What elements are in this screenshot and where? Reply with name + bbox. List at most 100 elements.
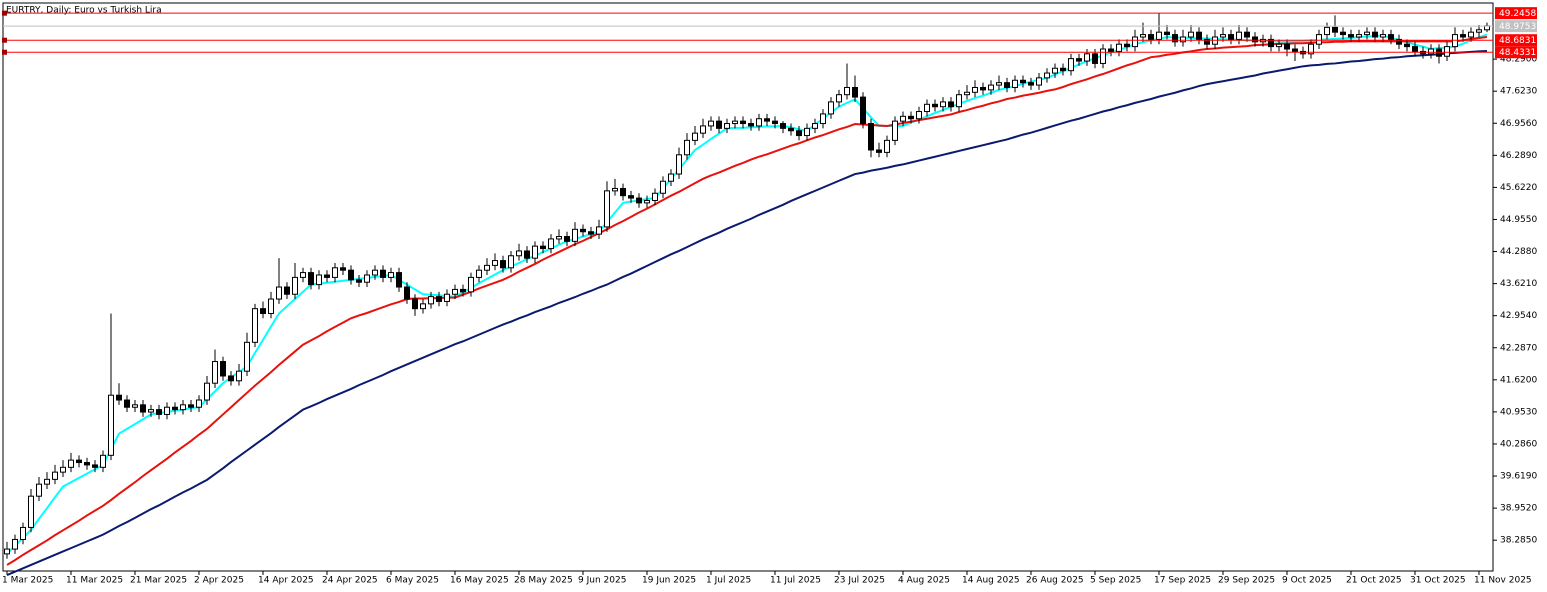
candle-body <box>668 173 674 182</box>
candle-body <box>828 101 834 115</box>
candle-body <box>420 303 426 310</box>
candle-body <box>1284 43 1290 50</box>
candle-body <box>1228 34 1234 40</box>
y-tick-label: 42.2870 <box>1500 343 1537 353</box>
candle-body <box>1116 43 1122 52</box>
price-level-box <box>1495 20 1537 33</box>
candle-body <box>1316 34 1322 45</box>
candle-body <box>372 269 378 276</box>
candle-body <box>1164 31 1170 36</box>
candle-body <box>588 231 594 235</box>
candle-body <box>1236 31 1242 40</box>
candle-body <box>532 245 538 259</box>
candle-body <box>508 255 514 269</box>
candle-body <box>284 286 290 295</box>
candle-body <box>740 120 746 125</box>
y-tick-label: 48.2900 <box>1500 55 1537 65</box>
candle-body <box>580 228 586 233</box>
candle-body <box>572 228 578 242</box>
candle-body <box>1292 48 1298 52</box>
candle-body <box>1308 43 1314 55</box>
candle-body <box>1004 82 1010 88</box>
candle-body <box>340 267 346 271</box>
candle-body <box>684 139 690 156</box>
candle-body <box>380 269 386 278</box>
candle-body <box>1460 34 1466 38</box>
y-tick-label: 40.2860 <box>1500 439 1537 449</box>
candle-body <box>1340 31 1346 36</box>
candle-body <box>652 192 658 201</box>
candle-body <box>644 199 650 204</box>
candle-body <box>300 272 306 278</box>
price-level-box <box>1495 34 1537 47</box>
price-level-box <box>1495 7 1537 20</box>
x-tick-label: 11 Mar 2025 <box>66 576 123 586</box>
y-tick-label: 43.6210 <box>1500 279 1537 289</box>
candle-body <box>276 286 282 300</box>
candle-body <box>204 382 210 401</box>
candle-body <box>1244 31 1250 38</box>
y-tick-label: 44.2880 <box>1500 247 1537 257</box>
x-tick-label: 9 Jun 2025 <box>578 576 626 586</box>
candle-body <box>316 274 322 286</box>
candle-body <box>172 406 178 411</box>
candle-body <box>1188 31 1194 38</box>
candle-body <box>332 267 338 278</box>
candle-body <box>860 96 866 125</box>
candle-body <box>1268 38 1274 48</box>
candle-body <box>524 250 530 259</box>
candle-body <box>692 132 698 141</box>
candle-body <box>636 197 642 204</box>
x-tick-label: 21 Oct 2025 <box>1346 576 1402 586</box>
x-tick-label: 24 Apr 2025 <box>322 576 378 586</box>
candle-body <box>468 276 474 293</box>
candle-body <box>988 84 994 91</box>
candle-body <box>804 127 810 137</box>
chart-title: EURTRY, Daily: Euro vs Turkish Lira <box>6 6 162 16</box>
y-tick-label: 46.9560 <box>1500 119 1537 129</box>
level-marker <box>2 37 7 43</box>
candle-body <box>148 409 154 413</box>
y-tick-label: 38.9520 <box>1500 504 1537 514</box>
candle-body <box>108 394 114 456</box>
candle-body <box>1012 79 1018 88</box>
candle-body <box>540 245 546 250</box>
x-tick-label: 1 Jul 2025 <box>706 576 751 586</box>
candle-body <box>324 274 330 278</box>
x-tick-label: 2 Apr 2025 <box>194 576 244 586</box>
candle-body <box>1028 82 1034 86</box>
candle-body <box>724 123 730 129</box>
candle-body <box>36 483 42 497</box>
candle-body <box>764 118 770 122</box>
candle-body <box>972 86 978 93</box>
candle-body <box>716 120 722 129</box>
candle-body <box>1324 26 1330 36</box>
candle-body <box>1068 58 1074 72</box>
candle-body <box>1468 31 1474 38</box>
candle-body <box>452 288 458 295</box>
candle-body <box>460 288 466 293</box>
x-tick-label: 19 Jun 2025 <box>642 576 696 586</box>
candle-body <box>1084 53 1090 62</box>
y-tick-label: 46.2890 <box>1500 151 1537 161</box>
candle-body <box>260 308 266 314</box>
candle-body <box>84 462 90 466</box>
candle-body <box>1036 77 1042 86</box>
candle-body <box>1148 34 1154 40</box>
candle-body <box>196 399 202 408</box>
candle-body <box>996 82 1002 86</box>
x-tick-label: 16 May 2025 <box>450 576 509 586</box>
candle-body <box>916 111 922 120</box>
candle-body <box>228 375 234 382</box>
x-tick-label: 26 Aug 2025 <box>1026 576 1084 586</box>
candle-body <box>1220 34 1226 38</box>
candle-body <box>476 269 482 278</box>
candle-body <box>1020 79 1026 84</box>
candle-body <box>780 123 786 129</box>
candle-body <box>1252 36 1258 43</box>
candle-body <box>756 118 762 127</box>
price-level-label: 48.6831 <box>1499 36 1536 46</box>
candle-body <box>1156 31 1162 40</box>
x-tick-label: 1 Mar 2025 <box>2 576 53 586</box>
candle-body <box>628 195 634 199</box>
